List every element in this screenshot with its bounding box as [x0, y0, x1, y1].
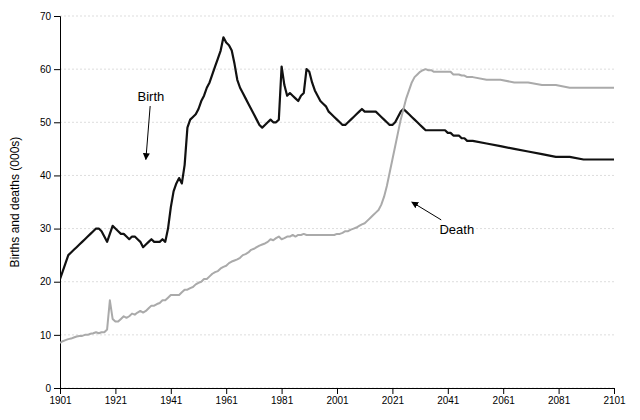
- x-axis-line: [61, 389, 615, 395]
- chart: 1901 1921 1941 1961 1981 2001 2021 2041 2061 2081…: [0, 0, 640, 420]
- x-tick-label: 2061: [493, 395, 516, 406]
- x-tick: 2061: [493, 388, 516, 406]
- x-tick: 2001: [326, 388, 349, 406]
- x-tick: 1941: [160, 388, 183, 406]
- x-tick-label: 2021: [382, 395, 405, 406]
- annotations: Birth Death: [138, 89, 475, 237]
- y-tick: 30: [40, 223, 60, 234]
- x-tick-mark: [392, 388, 393, 394]
- y-axis: 0 10 20 30 40 50 60 70: [40, 11, 61, 394]
- y-tick: 40: [40, 170, 60, 181]
- x-tick-mark: [115, 388, 116, 394]
- x-tick-mark: [226, 388, 227, 394]
- grid-line: [60, 16, 614, 17]
- x-tick-label: 2041: [437, 395, 460, 406]
- y-tick-mark: [54, 69, 60, 70]
- y-tick: 70: [40, 11, 60, 22]
- lines: [60, 37, 614, 343]
- x-tick: 1921: [105, 388, 128, 406]
- x-tick-mark: [337, 388, 338, 394]
- y-tick-label: 50: [40, 117, 52, 128]
- x-tick-label: 1941: [160, 395, 183, 406]
- y-tick-mark: [54, 282, 60, 283]
- y-axis-label: Births and deaths (000s): [8, 137, 22, 268]
- x-tick-label: 1901: [49, 395, 72, 406]
- y-tick-label: 10: [40, 330, 52, 341]
- x-axis: 1901 1921 1941 1961 1981 2001 2021 2041 2061 2081…: [49, 388, 626, 406]
- y-tick-mark: [54, 229, 60, 230]
- grid-line: [60, 175, 614, 176]
- grid-line: [60, 281, 614, 282]
- plot-area: 1901 1921 1941 1961 1981 2001 2021 2041 2061 2081…: [40, 11, 626, 406]
- x-tick-label: 1921: [105, 395, 128, 406]
- x-tick: 2101: [603, 388, 626, 406]
- annotation-arrow: [146, 106, 150, 159]
- series-line: [60, 37, 614, 279]
- y-tick-mark: [54, 335, 60, 336]
- x-tick-mark: [503, 388, 504, 394]
- y-tick-label: 0: [45, 383, 51, 394]
- grid: [60, 16, 614, 388]
- x-tick-label: 2081: [548, 395, 571, 406]
- x-tick-label: 1981: [271, 395, 294, 406]
- series-line: [60, 69, 614, 343]
- annotation-arrow: [412, 202, 441, 220]
- y-tick: 20: [40, 276, 60, 287]
- y-tick-mark: [54, 16, 60, 17]
- y-tick: 60: [40, 64, 60, 75]
- grid-line: [60, 69, 614, 70]
- x-tick-mark: [448, 388, 449, 394]
- x-tick: 1961: [216, 388, 239, 406]
- annotation-text: Birth: [138, 89, 165, 104]
- x-tick: 2081: [548, 388, 571, 406]
- grid-line: [60, 228, 614, 229]
- y-tick-label: 60: [40, 64, 52, 75]
- x-tick: 1901: [49, 388, 72, 406]
- y-axis-line: [54, 17, 61, 389]
- y-tick: 0: [45, 383, 60, 394]
- y-tick-mark: [54, 122, 60, 123]
- x-tick: 2041: [437, 388, 460, 406]
- grid-line: [60, 122, 614, 123]
- x-tick: 2021: [382, 388, 405, 406]
- x-tick-mark: [559, 388, 560, 394]
- y-tick-mark: [54, 388, 60, 389]
- x-tick-mark: [171, 388, 172, 394]
- x-tick-label: 2001: [326, 395, 349, 406]
- y-tick: 10: [40, 330, 60, 341]
- x-tick-mark: [282, 388, 283, 394]
- y-tick-label: 20: [40, 276, 52, 287]
- y-tick-label: 70: [40, 11, 52, 22]
- x-tick-label: 1961: [216, 395, 239, 406]
- x-tick-label: 2101: [603, 395, 626, 406]
- y-tick-mark: [54, 175, 60, 176]
- x-tick: 1981: [271, 388, 294, 406]
- x-tick-mark: [614, 388, 615, 394]
- y-tick-label: 40: [40, 170, 52, 181]
- y-tick-label: 30: [40, 223, 52, 234]
- annotation-text: Death: [439, 222, 474, 237]
- y-tick: 50: [40, 117, 60, 128]
- grid-line: [60, 334, 614, 335]
